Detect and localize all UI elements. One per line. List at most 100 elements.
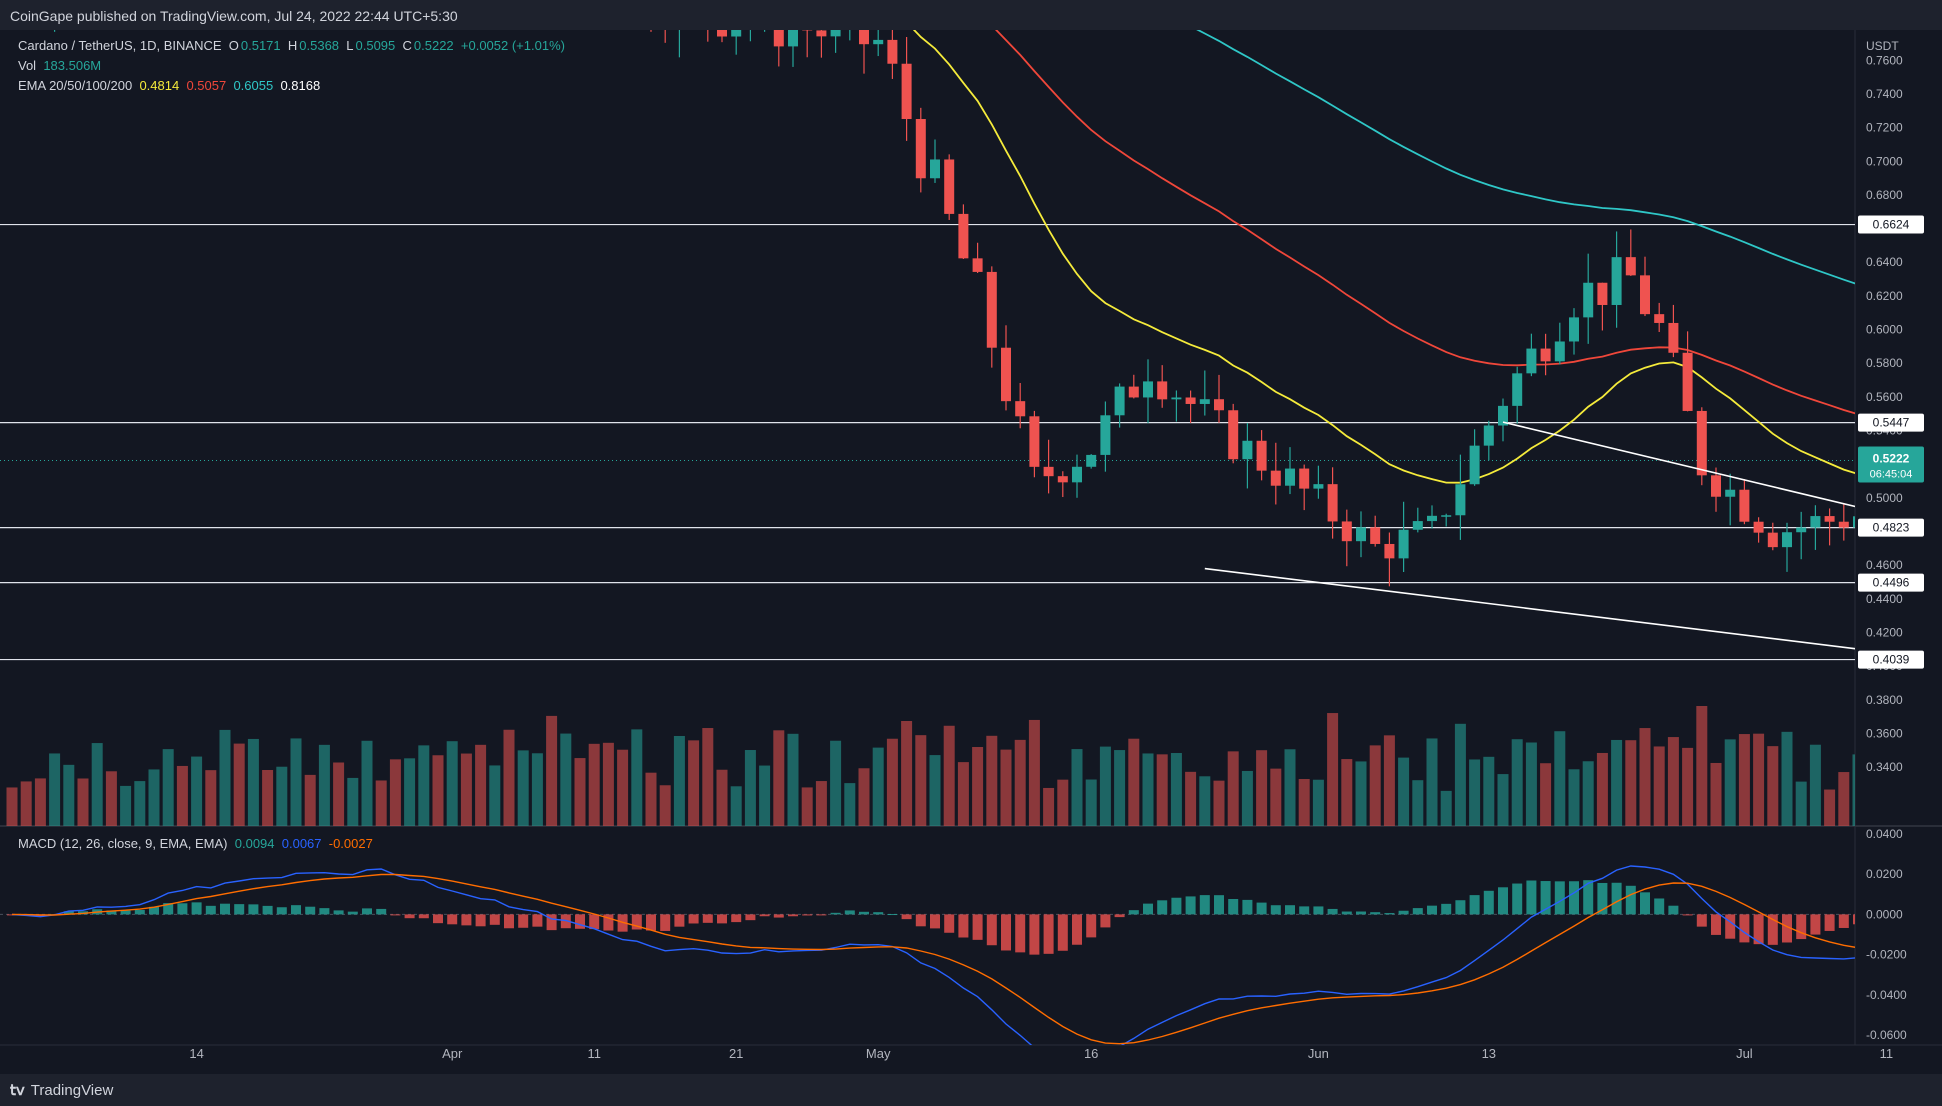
candle-body [632, 0, 642, 1]
macd-histogram-bar [1682, 914, 1693, 916]
ema20-line [912, 30, 1855, 484]
volume-bar [1142, 753, 1154, 826]
candle-body [915, 119, 926, 179]
price-tick-label: 0.7200 [1866, 121, 1903, 135]
macd-histogram-bar [930, 914, 940, 929]
price-tick-label: 0.4400 [1866, 592, 1903, 606]
macd-histogram-bar [234, 904, 245, 915]
volume-bar [1085, 779, 1097, 826]
legend-open: 0.5171 [240, 38, 281, 53]
volume-bar [148, 769, 160, 826]
candle-body [1483, 425, 1494, 446]
macd-histogram-bar [518, 914, 529, 928]
macd-histogram-bar [944, 914, 955, 933]
macd-histogram-bar [1157, 900, 1168, 915]
legend-ema-label: EMA 20/50/100/200 [18, 78, 133, 93]
macd-histogram-bar [248, 904, 259, 915]
tradingview-logo[interactable]: 𝗍𝗏 TradingView [10, 1081, 113, 1099]
volume-bar [1156, 754, 1168, 826]
price-chart[interactable]: USDT0.76000.74000.72000.70000.68000.6600… [0, 0, 1942, 1074]
volume-bar [943, 725, 955, 826]
volume-bar [1611, 739, 1623, 826]
legend-vol: 183.506M [43, 58, 102, 73]
time-tick-label: 11 [1880, 1046, 1894, 1061]
price-tick-label: 0.7600 [1866, 53, 1903, 67]
macd-histogram-bar [717, 914, 727, 924]
level-tag-bg [1858, 573, 1924, 592]
macd-tick-label: 0.0000 [1866, 907, 1903, 921]
candle-body [1270, 470, 1281, 486]
candle-body [1668, 322, 1679, 353]
macd-histogram-bar [986, 914, 997, 946]
price-tick-label: 0.4600 [1866, 558, 1903, 572]
volume-bar [673, 735, 685, 826]
legend-macd-hist: 0.0094 [234, 836, 275, 851]
macd-histogram-bar [1327, 908, 1338, 915]
volume-bar [844, 783, 856, 826]
legend-ema20: 0.4814 [139, 78, 180, 93]
volume-bar [602, 742, 614, 826]
volume-bar [446, 741, 458, 826]
level-price-tag: 0.4496 [1858, 573, 1924, 592]
level-tag-bg [1858, 215, 1924, 234]
candle-body [21, 0, 31, 4]
candle-body [1128, 386, 1139, 398]
macd-histogram-bar [1398, 910, 1409, 915]
candle-body [1072, 466, 1082, 483]
volume-bar [361, 740, 373, 826]
candle-body [1498, 405, 1508, 426]
macd-histogram-bar [1668, 905, 1679, 915]
volume-bar [418, 745, 430, 826]
volume-bar [1625, 740, 1637, 826]
candle-body [1043, 466, 1054, 477]
macd-histogram-bar [802, 914, 813, 916]
volume-bar [1511, 739, 1523, 826]
macd-histogram-bar [418, 914, 429, 919]
macd-histogram-bar [1256, 902, 1267, 915]
chart-background [0, 30, 1942, 1074]
macd-histogram-bar [1782, 914, 1792, 943]
volume-bar [1426, 738, 1438, 826]
legend-macd-label: MACD (12, 26, close, 9, EMA, EMA) [18, 836, 228, 851]
volume-bar [1369, 745, 1381, 826]
legend-macd-signal: -0.0027 [328, 836, 373, 851]
macd-histogram-bar [830, 912, 841, 915]
macd-histogram-bar [1625, 885, 1636, 915]
macd-histogram-bar [1015, 914, 1026, 953]
volume-bar [1753, 733, 1765, 826]
volume-bar [1809, 744, 1821, 826]
macd-histogram-bar [1412, 908, 1423, 915]
candle-body [788, 30, 798, 47]
macd-histogram-bar [276, 907, 287, 915]
time-tick-label: May [866, 1046, 891, 1061]
candle-body [830, 30, 841, 37]
candle-body [1327, 484, 1338, 522]
price-tick-label: 0.7000 [1866, 154, 1903, 168]
candle-body [1640, 275, 1650, 315]
volume-bar [1199, 776, 1211, 826]
volume-bar [1000, 749, 1012, 826]
volume-bar [1653, 746, 1665, 826]
macd-histogram-bar [1242, 899, 1253, 915]
macd-histogram-bar [333, 910, 344, 915]
legend-ema50: 0.5057 [186, 78, 227, 93]
volume-bar [815, 781, 827, 826]
candle-body [1611, 257, 1622, 305]
volume-bar [162, 749, 174, 826]
candle-body [1100, 415, 1111, 455]
candle-body [1341, 521, 1352, 542]
macd-histogram-bar [1753, 914, 1764, 945]
volume-bar [247, 738, 259, 826]
volume-bar [1312, 779, 1324, 826]
volume-bar [1738, 734, 1750, 826]
time-tick-label: Apr [442, 1046, 463, 1061]
volume-bar [1440, 790, 1452, 826]
volume-bar [290, 738, 302, 826]
legend-volume-row: Vol 183.506M [18, 58, 101, 73]
macd-histogram-bar [972, 914, 983, 940]
candle-body [1739, 489, 1750, 522]
macd-histogram-bar [1483, 890, 1494, 915]
macd-histogram-bar [958, 914, 969, 938]
volume-bar [262, 769, 274, 826]
price-tick-label: 0.4200 [1866, 625, 1903, 639]
